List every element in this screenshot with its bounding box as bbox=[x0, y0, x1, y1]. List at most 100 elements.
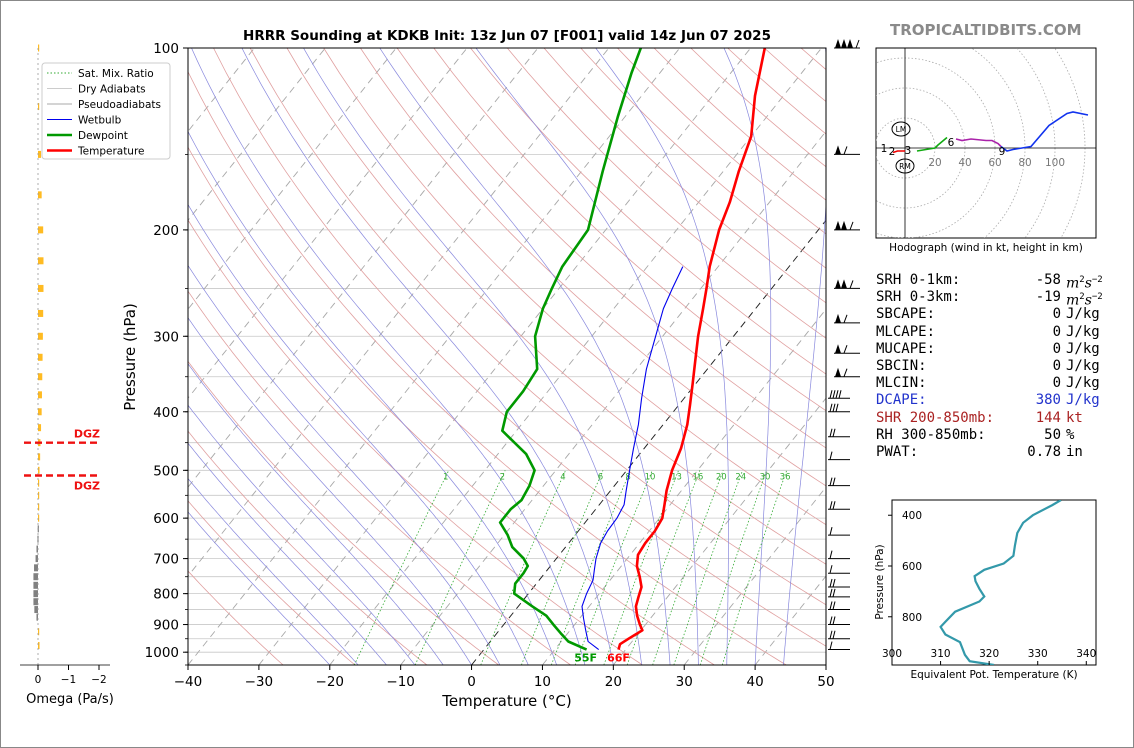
mixing-ratio-label: 6 bbox=[598, 473, 603, 483]
moist-adiabat bbox=[188, 130, 557, 665]
barb-feather bbox=[832, 588, 836, 598]
wind-barb bbox=[828, 451, 850, 461]
wind-barb bbox=[828, 526, 850, 536]
dgz-label: DGZ bbox=[74, 480, 100, 493]
barb-feather bbox=[855, 39, 860, 49]
hodograph-frame bbox=[875, 47, 1097, 239]
stat-value: 50 bbox=[1044, 426, 1061, 443]
y-tick-label: 900 bbox=[153, 618, 179, 634]
moist-adiabat bbox=[475, 48, 699, 665]
stat-label: SRH 0-3km: bbox=[876, 289, 961, 306]
y-tick-label: 100 bbox=[153, 41, 179, 57]
moist-adiabat bbox=[723, 48, 772, 665]
dry-adiabat bbox=[188, 219, 643, 665]
dry-adiabat bbox=[188, 146, 715, 665]
wind-barb bbox=[828, 477, 850, 487]
dry-adiabat bbox=[323, 48, 826, 526]
dry-adiabat bbox=[188, 500, 356, 665]
omega-bar bbox=[33, 590, 38, 598]
barb-feather bbox=[832, 477, 836, 486]
theta-e-frame bbox=[891, 499, 1097, 666]
hodograph-ring-label: 80 bbox=[1018, 157, 1031, 169]
omega-bar bbox=[38, 257, 44, 265]
theta-e-panel: 300 310 320 330 340 400 600 800 bbox=[882, 499, 1097, 666]
barb-feather bbox=[829, 501, 833, 510]
stat-value: 0.78 bbox=[1027, 443, 1061, 460]
barb-flag bbox=[835, 367, 841, 377]
wind-barb bbox=[828, 588, 850, 598]
theta-e-y-tick-label: 400 bbox=[902, 510, 922, 522]
mixing-ratio-line bbox=[550, 470, 631, 665]
omega-bar bbox=[33, 598, 38, 606]
wind-barb bbox=[834, 279, 860, 289]
y-tick-label: 600 bbox=[153, 511, 179, 527]
mixing-ratio-line bbox=[699, 470, 768, 665]
wind-barb bbox=[828, 428, 850, 438]
omega-bar bbox=[35, 555, 38, 563]
stat-unit: J/kg bbox=[1066, 357, 1100, 374]
barb-feather bbox=[829, 403, 833, 412]
omega-bar bbox=[38, 353, 43, 361]
stat-value: 0 bbox=[1052, 323, 1061, 340]
moist-adiabat bbox=[188, 317, 472, 665]
barb-flag bbox=[835, 220, 841, 230]
wind-barb bbox=[828, 616, 850, 626]
barb-flag bbox=[835, 39, 841, 48]
stat-value: 0 bbox=[1052, 357, 1061, 374]
barb-feather bbox=[832, 601, 836, 610]
omega-bar bbox=[38, 466, 40, 474]
stat-unit: J/kg bbox=[1066, 323, 1100, 340]
omega-bar bbox=[38, 309, 44, 317]
barb-feather bbox=[843, 368, 848, 377]
moist-adiabat bbox=[188, 363, 444, 665]
stat-unit: m2s−2 bbox=[1066, 292, 1103, 309]
omega-bar bbox=[34, 606, 38, 614]
stat-unit: J/kg bbox=[1066, 375, 1100, 392]
omega-bar bbox=[36, 545, 38, 553]
barb-flag bbox=[841, 39, 847, 48]
omega-bar bbox=[38, 226, 44, 234]
hodograph-trace bbox=[955, 138, 1002, 148]
moist-adiabat bbox=[783, 48, 826, 665]
mixing-ratio-line bbox=[521, 470, 604, 665]
wind-barb bbox=[834, 367, 860, 378]
legend-entry: Dry Adiabats bbox=[78, 84, 146, 96]
stat-label: MLCIN: bbox=[876, 375, 927, 392]
barb-feather bbox=[829, 526, 833, 536]
mixing-ratio-label: 30 bbox=[760, 473, 771, 483]
skewt-axes: −40 −30 −20 −10 0 10 20 30 40 50 100 200 300 400 500 60… bbox=[145, 41, 835, 690]
hodograph-ring-label: 40 bbox=[958, 157, 971, 169]
theta-e-x-tick-label: 320 bbox=[979, 648, 999, 660]
stat-value: 0 bbox=[1052, 306, 1061, 323]
omega-bar bbox=[38, 424, 42, 432]
barb-flag bbox=[841, 220, 847, 230]
stat-label: MLCAPE: bbox=[876, 323, 936, 340]
stat-unit: J/kg bbox=[1066, 392, 1100, 409]
barb-feather bbox=[832, 616, 836, 625]
wind-barb bbox=[828, 601, 850, 611]
barb-feather bbox=[832, 630, 836, 639]
barb-feather bbox=[829, 601, 833, 610]
omega-bar bbox=[38, 373, 43, 381]
moist-adiabat bbox=[379, 48, 671, 665]
theta-e-y-tick-label: 600 bbox=[902, 561, 922, 573]
mixing-ratio-line bbox=[414, 470, 506, 665]
theta-e-y-tick-label: 800 bbox=[902, 612, 922, 624]
theta-e-x-tick-label: 310 bbox=[931, 648, 951, 660]
omega-bar bbox=[34, 564, 38, 572]
hodograph-ring-label: 60 bbox=[988, 157, 1001, 169]
stat-value: -19 bbox=[1035, 289, 1061, 306]
moist-adiabat bbox=[595, 48, 729, 665]
omega-bar bbox=[33, 573, 38, 581]
x-tick-label: −20 bbox=[316, 674, 345, 690]
mixing-ratio-label: 20 bbox=[716, 473, 727, 483]
dry-adiabat bbox=[188, 430, 428, 665]
legend: Sat. Mix. Ratio Dry Adiabats Pseudoadiabat… bbox=[41, 62, 171, 160]
barb-feather bbox=[829, 565, 833, 574]
dry-adiabat bbox=[470, 48, 826, 375]
dry-adiabat bbox=[213, 48, 826, 647]
omega-bar bbox=[38, 479, 40, 487]
dry-adiabat bbox=[249, 48, 826, 606]
barb-feather bbox=[829, 477, 833, 486]
